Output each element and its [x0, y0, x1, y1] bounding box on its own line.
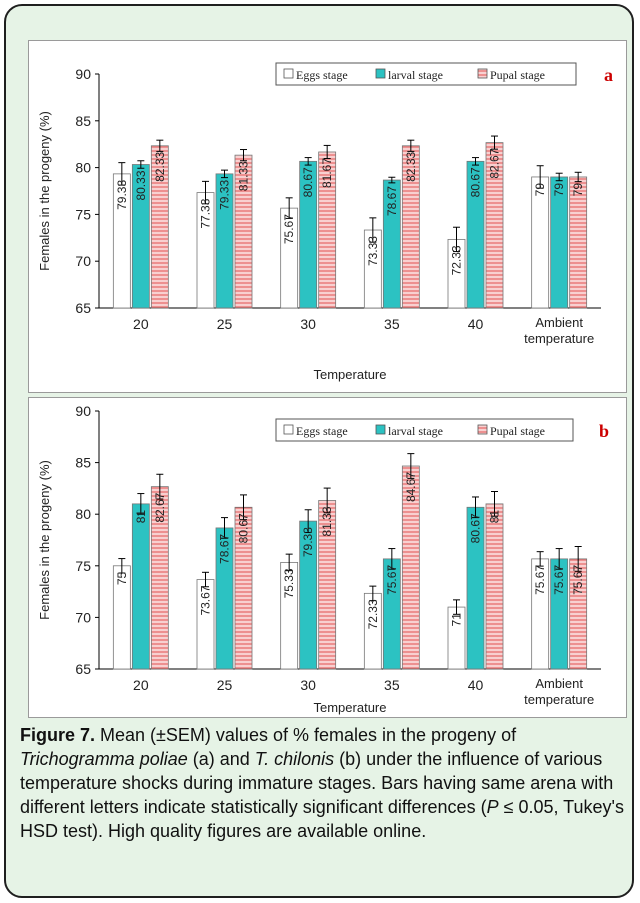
y-axis-title: Females in the progeny (%): [37, 460, 52, 620]
x-tick-label: temperature: [524, 331, 594, 346]
bar-value-label: 82.67: [153, 492, 167, 522]
bar-value-label: 75.67: [385, 565, 399, 595]
bar-value-label: 78.67: [385, 186, 399, 216]
bar-value-label: 72.33: [450, 245, 464, 275]
legend-swatch-pupal: [477, 424, 488, 435]
legend-label-pupal: Pupal stage: [490, 424, 545, 438]
bar-value-label: 75: [115, 571, 129, 585]
bar-value-label: 79: [552, 183, 566, 197]
caption-text-2: (a) and: [187, 749, 255, 769]
bar-value-label: 75.67: [571, 565, 585, 595]
caption-text-3: (b) under the influence of various tempe…: [20, 749, 614, 817]
y-tick-label: 85: [75, 455, 91, 471]
chart-panel-b: 65 70 75 80 85 90 Females in the progeny (%) 75…: [28, 397, 627, 718]
y-tick-label: 80: [75, 506, 91, 522]
legend-swatch-larval: [375, 424, 386, 435]
bar-larval: [131, 503, 150, 670]
y-tick-label: 75: [75, 206, 91, 222]
legend-label-eggs: Eggs stage: [296, 424, 348, 438]
bar-value-label: 82.33: [153, 151, 167, 181]
bar-value-label: 81: [488, 510, 502, 524]
y-tick-label: 85: [75, 113, 91, 129]
bar-value-label: 79: [571, 183, 585, 197]
bar-value-label: 80.33: [134, 170, 148, 200]
caption-text-4: ≤ 0.05, Tukey's HSD test). High quality …: [20, 797, 624, 841]
bar-value-label: 80.67: [237, 513, 251, 543]
bar-value-label: 72.33: [366, 599, 380, 629]
legend-swatch-pupal: [477, 68, 488, 79]
x-tick-label: 25: [217, 316, 233, 332]
bar-value-label: 82.67: [488, 148, 502, 178]
bar-value-label: 82.33: [404, 151, 418, 181]
bar-value-label: 73.33: [366, 236, 380, 266]
figure-caption: Figure 7. Mean (±SEM) values of % female…: [20, 723, 628, 843]
x-tick-label: 20: [133, 677, 149, 693]
y-tick-label: 70: [75, 253, 91, 269]
x-tick-label: 20: [133, 316, 149, 332]
x-axis-title: Temperature: [314, 700, 387, 715]
x-tick-label: 30: [300, 677, 316, 693]
bar-value-label: 81.67: [320, 158, 334, 188]
caption-species-a: Trichogramma poliae: [20, 749, 188, 769]
x-axis-title: Temperature: [314, 367, 387, 382]
y-tick-label: 70: [75, 609, 91, 625]
x-tick-label: 35: [384, 316, 400, 332]
caption-species-b: T. chilonis: [254, 749, 335, 769]
y-tick-label: 90: [75, 403, 91, 419]
y-tick-label: 75: [75, 558, 91, 574]
bar-value-label: 84.67: [404, 472, 418, 502]
x-tick-label: 40: [468, 316, 484, 332]
bar-value-label: 79: [533, 183, 547, 197]
bar-value-label: 81.33: [237, 161, 251, 191]
x-tick-label: Ambient: [535, 676, 583, 691]
bar-value-label: 80.67: [301, 167, 315, 197]
bar-value-label: 80.67: [469, 167, 483, 197]
bar-value-label: 78.67: [218, 534, 232, 564]
legend-box: [275, 62, 577, 86]
y-tick-label: 90: [75, 66, 91, 82]
x-tick-label: 25: [217, 677, 233, 693]
bar-value-label: 81.33: [320, 506, 334, 536]
bar-value-label: 77.33: [199, 198, 213, 228]
bar-value-label: 75.67: [552, 565, 566, 595]
y-axis-title: Females in the progeny (%): [37, 111, 52, 271]
x-tick-label: 30: [300, 316, 316, 332]
y-tick-label: 65: [75, 300, 91, 316]
bar-value-label: 79.33: [218, 180, 232, 210]
x-tick-label: Ambient: [535, 315, 583, 330]
caption-p-symbol: P: [486, 797, 499, 817]
x-tick-label: 40: [468, 677, 484, 693]
legend-label-larval: larval stage: [388, 424, 443, 438]
bar-value-label: 73.67: [199, 585, 213, 615]
legend-swatch-eggs: [283, 424, 294, 435]
legend-label-larval: larval stage: [388, 68, 443, 82]
chart-panel-a: 65 70 75 80 85 90 Females in the progeny (%) 79…: [28, 40, 627, 393]
legend-swatch-eggs: [283, 68, 294, 79]
bar-value-label: 71: [450, 613, 464, 627]
bar-value-label: 75.33: [282, 568, 296, 598]
figure-label: Figure 7.: [20, 725, 96, 745]
legend-label-pupal: Pupal stage: [490, 68, 545, 82]
legend-box: [275, 418, 574, 442]
chart-b-svg: 65 70 75 80 85 90 Females in the progeny (%) 75…: [37, 403, 609, 715]
x-tick-label: temperature: [524, 692, 594, 707]
chart-a-svg: 65 70 75 80 85 90 Females in the progeny (%) 79…: [37, 62, 613, 382]
bar-value-label: 79.33: [115, 180, 129, 210]
bar-value-label: 75.67: [533, 565, 547, 595]
legend-swatch-larval: [375, 68, 386, 79]
figure-frame: 65 70 75 80 85 90 Females in the progeny (%) 79…: [4, 4, 634, 898]
panel-label: b: [599, 421, 609, 441]
bar-pupal: [485, 503, 504, 670]
bar-value-label: 80.67: [469, 513, 483, 543]
bar-value-label: 81: [134, 510, 148, 524]
y-tick-label: 65: [75, 661, 91, 677]
panel-label: a: [604, 65, 613, 85]
x-tick-label: 35: [384, 677, 400, 693]
legend-label-eggs: Eggs stage: [296, 68, 348, 82]
bar-value-label: 79.33: [301, 527, 315, 557]
y-tick-label: 80: [75, 160, 91, 176]
bar-value-label: 75.67: [282, 214, 296, 244]
caption-text-1: Mean (±SEM) values of % females in the p…: [95, 725, 517, 745]
